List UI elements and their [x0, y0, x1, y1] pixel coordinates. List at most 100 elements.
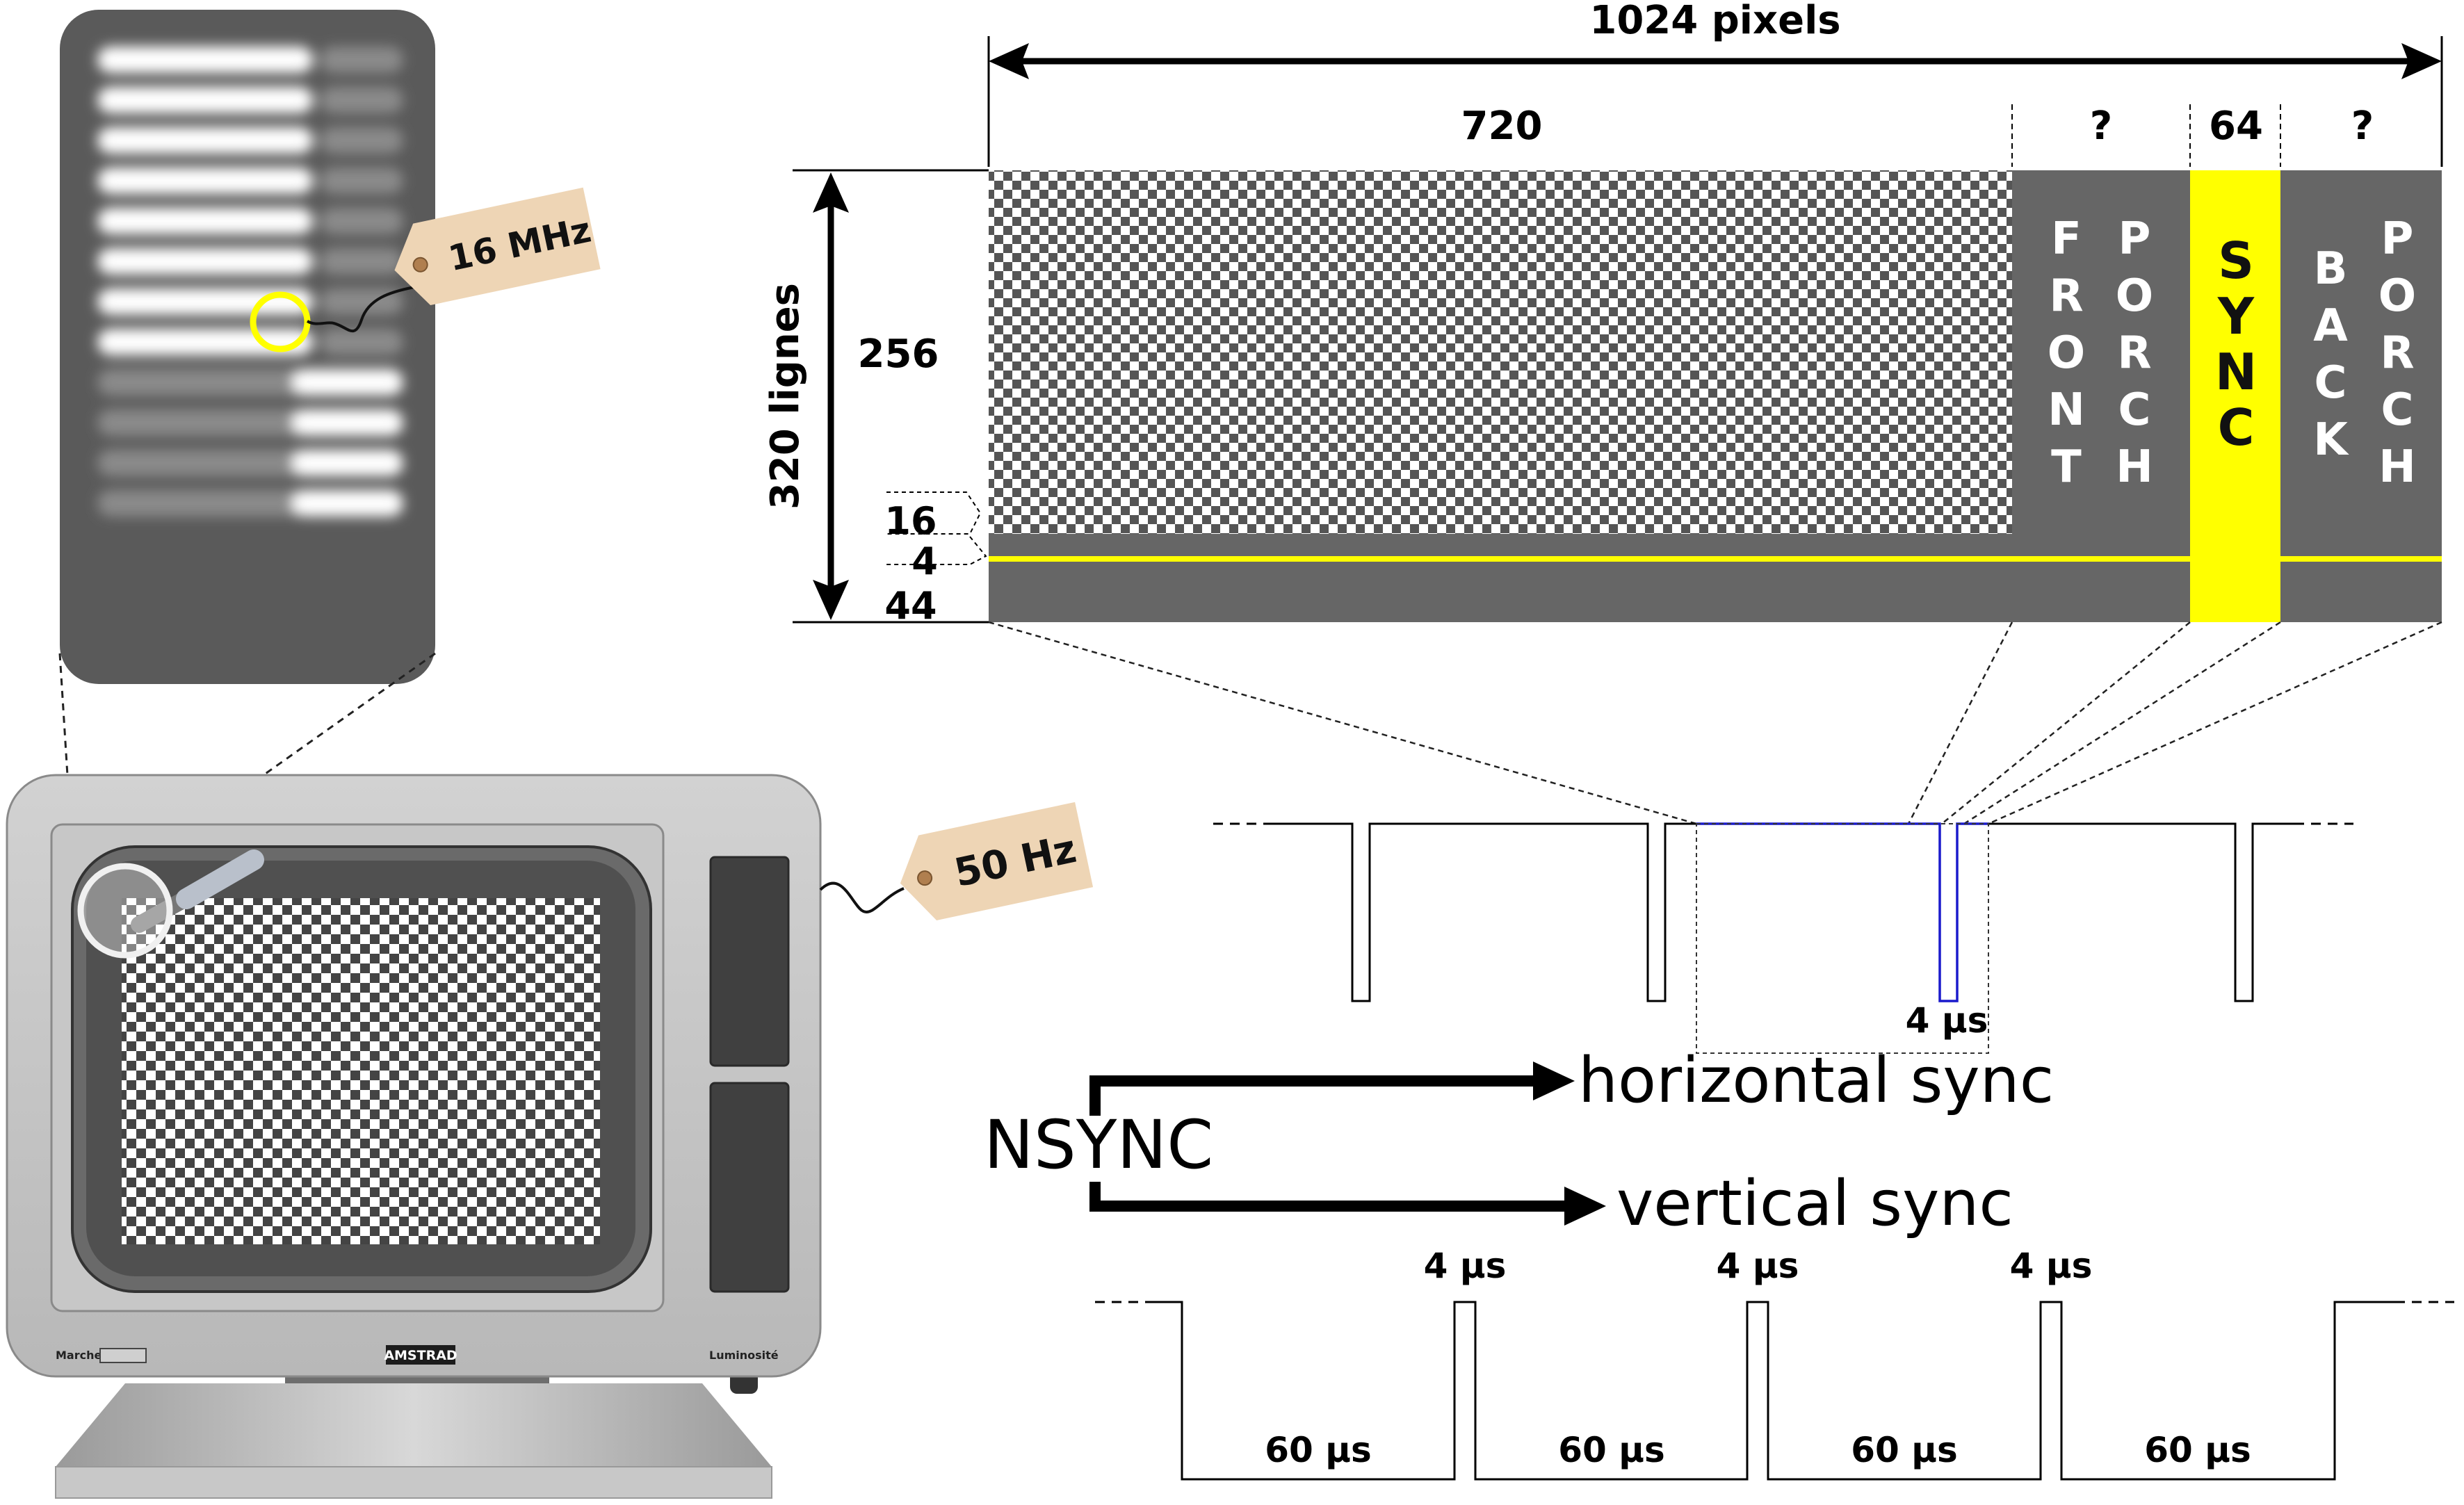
total-lines-label: 320 lignes [763, 283, 808, 510]
porch-letter: K [2313, 414, 2349, 466]
tag-50hz-hole [917, 870, 933, 886]
porch-letter: N [2215, 343, 2257, 401]
porch-letter: C [2118, 384, 2151, 436]
pixel-row-left [97, 369, 313, 396]
hsync-line [1272, 822, 2294, 1002]
porch-letter: O [2378, 270, 2416, 322]
porch-letter: H [2378, 441, 2416, 493]
height-arrow-head-bottom [813, 580, 849, 620]
pixel-row-right [292, 369, 403, 396]
pixel-row-right [292, 490, 403, 516]
porch-letter: R [2049, 270, 2083, 322]
pixel-row-right [292, 450, 403, 476]
bracket-16 [886, 491, 982, 535]
monitor-stand-base [56, 1383, 772, 1467]
pixel-row-left [97, 450, 313, 476]
porch-letter: H [2116, 441, 2153, 493]
blank-area-16-strip [989, 534, 2012, 556]
pixel-row-left [97, 168, 313, 194]
hsync-pulse-label: 4 µs [1906, 1000, 1988, 1041]
pixel-row-left [97, 87, 313, 113]
zoom-pixel-panel [60, 10, 435, 684]
porch-letter: P [2118, 213, 2151, 265]
vertical-sync-lines [989, 556, 2190, 562]
lines-44-label: 44 [884, 584, 937, 628]
tag-16mhz: 16 MHz [306, 187, 601, 333]
pixel-row-right [320, 87, 403, 113]
porch-letter: P [2381, 213, 2414, 265]
lines-16-label: 16 [884, 499, 937, 543]
pixel-row-right [320, 329, 403, 355]
porch-letter: Y [2217, 287, 2255, 345]
vsync-period-label-3: 60 µs [1851, 1430, 1958, 1470]
nsync-split: NSYNC horizontal sync vertical sync [984, 1044, 2054, 1240]
active-lines-label: 256 [858, 332, 939, 377]
power-button[interactable] [99, 1348, 147, 1363]
pixel-row-left [97, 490, 313, 516]
pixel-row-right [320, 127, 403, 154]
tag-50hz-string [819, 881, 905, 913]
pixel-row-right [292, 409, 403, 436]
vsync-waveform: 4 µs 4 µs 4 µs 60 µs 60 µs 60 µs 60 µs [1095, 1246, 2454, 1481]
vertical-sync-label: vertical sync [1616, 1167, 2013, 1240]
vsync-period-label-1: 60 µs [1265, 1430, 1372, 1470]
porch-letter: O [2116, 270, 2153, 322]
height-arrow-head-top [813, 172, 849, 213]
hsync-zoom-box [1696, 823, 1989, 1054]
bracket-4 [886, 536, 987, 565]
vsync-period-label-2: 60 µs [1558, 1430, 1665, 1470]
width-arrow-head-right [2401, 43, 2442, 79]
horizontal-sync-label: horizontal sync [1578, 1044, 2054, 1117]
pixel-row-left [97, 127, 313, 154]
pixel-row-right [320, 168, 403, 194]
brand-logo: AMSTRAD [384, 1348, 457, 1363]
sync-width-label: 64 [2209, 104, 2263, 149]
power-label: Marche [56, 1349, 102, 1362]
brand-plate [386, 1345, 455, 1365]
active-width-label: 720 [1461, 104, 1543, 149]
vsync-pulse-label-3: 4 µs [2010, 1246, 2093, 1286]
porch-letter: C [2315, 357, 2347, 409]
tag-16mhz-hole [412, 257, 428, 272]
active-area-checkerboard [989, 170, 2012, 534]
back-porch-width-label: ? [2351, 104, 2374, 149]
pixel-row-right [320, 208, 403, 234]
amstrad-monitor: Marche AMSTRAD Luminosité [6, 774, 822, 1499]
pixel-row-left [97, 208, 313, 234]
porch-letter: T [2051, 441, 2082, 493]
projection-lines [988, 621, 2442, 825]
sync-block [2190, 170, 2280, 622]
hsync-waveform: 4 µs [1213, 822, 2353, 1054]
nsync-branch-up [1089, 1075, 1537, 1116]
monitor-screen-checkerboard [122, 898, 600, 1244]
width-arrow-head-left [989, 43, 1029, 79]
pixel-row-right [320, 288, 403, 315]
porch-letter: B [2314, 243, 2348, 295]
total-width-label: 1024 pixels [1589, 0, 1840, 43]
hsync-highlighted-line [1696, 822, 1988, 1002]
magnifier-icon [77, 849, 264, 959]
tag-16mhz-body [394, 187, 601, 306]
porch-letter: O [2048, 327, 2085, 379]
sync-text: SYNC [2215, 231, 2257, 457]
porch-letter: C [2218, 398, 2255, 457]
arrow-head-vertical [1564, 1187, 1606, 1226]
front-porch-block [2012, 170, 2190, 622]
front-porch-width-label: ? [2090, 104, 2112, 149]
blank-area-44-lines [989, 562, 2012, 622]
porch-letter: S [2218, 231, 2254, 290]
porch-letter: R [2380, 327, 2414, 379]
porch-letter: A [2313, 300, 2348, 352]
vsync-period-label-4: 60 µs [2144, 1430, 2251, 1470]
nsync-branch-down [1089, 1182, 1568, 1212]
pixel-row-left [97, 248, 313, 275]
vsync-pulse-label-1: 4 µs [1424, 1246, 1507, 1286]
vertical-sync-lines-right [2280, 556, 2442, 562]
porch-letter: N [2048, 384, 2085, 436]
brightness-label: Luminosité [709, 1349, 779, 1362]
